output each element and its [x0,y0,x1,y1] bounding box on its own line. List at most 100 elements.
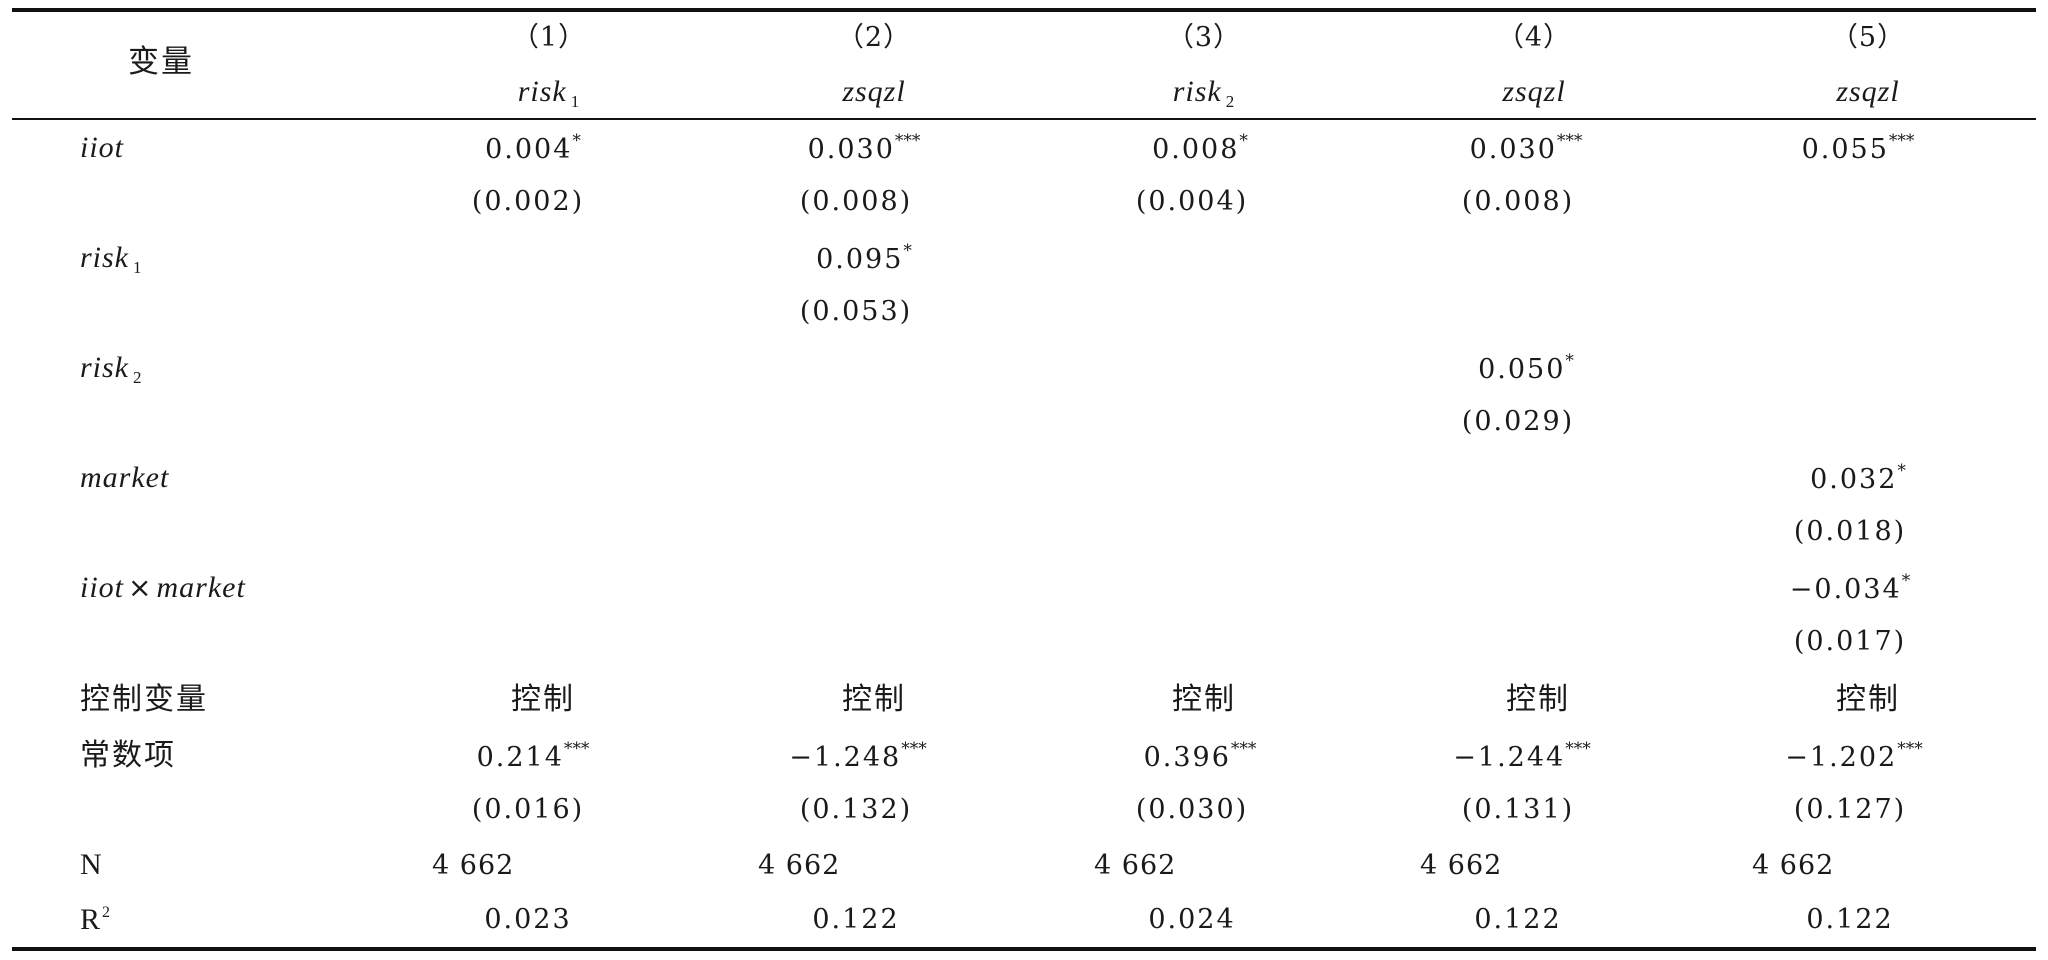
interaction-term-a: iiot [80,571,125,604]
constant-se-3: (0.030) [1135,794,1249,825]
controls-value-3: 控制 [1172,682,1236,717]
iiot-se-4: (0.008) [1461,186,1575,217]
market-coef-5: 0.032* [1708,460,2008,500]
controls-value-4: 控制 [1506,682,1570,717]
multiply-symbol: × [128,571,153,604]
n-value-4: 4 662 [1420,850,1503,881]
coef-value: 0.055 [1801,134,1889,165]
row-label-n: N [80,848,103,881]
constant-coef-3: 0.396*** [1050,738,1350,778]
dependent-variable-5: zsqzl [1718,72,2018,112]
r2-value-4: 0.122 [1474,904,1562,935]
r2-value-3: 0.024 [1148,904,1236,935]
constant-coef-4: −1.244*** [1372,738,1672,778]
column-number-2: （2） [836,22,912,53]
significance-stars: *** [1230,739,1257,759]
controls-value-5: 控制 [1836,682,1900,717]
row-label-risk2: risk 2 [80,348,143,388]
constant-coef-5: −1.202*** [1704,738,2004,778]
coef-value: 0.050 [1478,354,1566,385]
interaction-coef-5: −0.034* [1700,570,2000,610]
row-label-constant: 常数项 [80,738,176,773]
dependent-variable-3: risk 2 [1054,72,1354,112]
column-number-1: （1） [511,22,587,53]
dependent-variable-2: zsqzl [724,72,1024,112]
n-value-5: 4 662 [1752,850,1835,881]
significance-stars: *** [894,131,921,151]
dependent-variable-1: risk 1 [399,72,699,112]
significance-stars: *** [563,739,590,759]
row-label-r2-superscript: 2 [102,904,112,921]
iiot-coef-4: 0.030*** [1376,130,1676,170]
dependent-variable-4-name: zsqzl [1502,75,1566,108]
risk1-coef-2: 0.095* [714,240,1014,280]
coef-value: −0.034 [1789,574,1902,605]
interaction-se-5: (0.017) [1793,626,1907,657]
top-rule [12,8,2036,12]
dependent-variable-4: zsqzl [1384,72,1684,112]
coef-value: 0.030 [1469,134,1557,165]
r2-value-1: 0.023 [484,904,572,935]
coef-value: −1.248 [789,742,902,773]
row-label-risk1-name: risk [80,241,129,274]
iiot-se-3: (0.004) [1135,186,1249,217]
row-label-risk1: risk 1 [80,238,143,278]
iiot-coef-2: 0.030*** [714,130,1014,170]
row-label-r2-name: R [80,903,102,936]
row-label-risk2-name: risk [80,351,129,384]
coef-value: 0.214 [476,742,564,773]
column-number-3: （3） [1166,22,1242,53]
risk2-coef-4: 0.050* [1376,350,1676,390]
constant-coef-2: −1.248*** [708,738,1008,778]
header-rule [12,118,2036,120]
variable-header: 变量 [128,44,194,80]
dependent-variable-3-name: risk [1172,75,1222,108]
dependent-variable-2-name: zsqzl [842,75,906,108]
row-label-r2: R2 [80,900,111,940]
controls-value-2: 控制 [842,682,906,717]
significance-stars: * [1239,131,1248,151]
constant-se-5: (0.127) [1793,794,1907,825]
column-number-5: （5） [1830,22,1906,53]
coef-value: 0.004 [485,134,573,165]
significance-stars: * [1565,351,1574,371]
dependent-variable-3-subscript: 2 [1225,92,1236,111]
dependent-variable-5-name: zsqzl [1836,75,1900,108]
significance-stars: * [1897,461,1906,481]
bottom-rule [12,947,2036,951]
iiot-coef-5: 0.055*** [1708,130,2008,170]
constant-se-1: (0.016) [471,794,585,825]
r2-value-2: 0.122 [812,904,900,935]
constant-coef-1: 0.214*** [383,738,683,778]
significance-stars: * [1901,571,1911,591]
iiot-se-1: (0.002) [471,186,585,217]
significance-stars: *** [1556,131,1583,151]
dependent-variable-1-name: risk [517,75,567,108]
n-value-1: 4 662 [432,850,515,881]
coef-value: 0.095 [816,244,904,275]
interaction-term-b: market [156,571,246,604]
coef-value: −1.244 [1453,742,1566,773]
significance-stars: * [572,131,581,151]
row-label-iiot: iiot [80,131,125,164]
constant-se-4: (0.131) [1461,794,1575,825]
r2-value-5: 0.122 [1806,904,1894,935]
coef-value: 0.032 [1810,464,1898,495]
significance-stars: *** [1897,739,1923,759]
row-label-controls: 控制变量 [80,682,208,717]
controls-value-1: 控制 [511,682,575,717]
iiot-coef-1: 0.004* [383,130,683,170]
row-label-risk2-subscript: 2 [133,368,143,387]
coef-value: 0.008 [1152,134,1240,165]
iiot-coef-3: 0.008* [1050,130,1350,170]
dependent-variable-1-subscript: 1 [570,92,581,111]
significance-stars: *** [1888,131,1915,151]
constant-se-2: (0.132) [799,794,913,825]
risk1-se-2: (0.053) [799,296,913,327]
column-number-4: （4） [1496,22,1572,53]
n-value-2: 4 662 [758,850,841,881]
n-value-3: 4 662 [1094,850,1177,881]
significance-stars: *** [1565,739,1591,759]
row-label-interaction: iiot × market [80,568,246,608]
coef-value: 0.396 [1143,742,1231,773]
